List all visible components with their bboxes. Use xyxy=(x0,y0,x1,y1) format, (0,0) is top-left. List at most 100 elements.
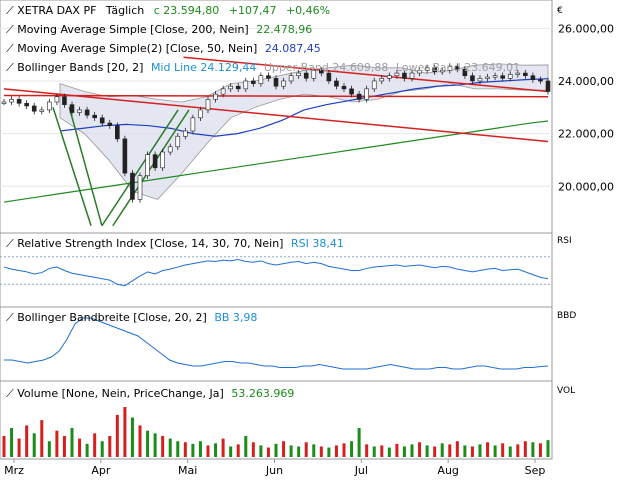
candle-body xyxy=(39,109,45,112)
candle-body xyxy=(288,75,294,82)
bbw-value: BB 3,98 xyxy=(214,311,257,324)
candle-body xyxy=(523,72,528,77)
x-tick-label: Apr xyxy=(91,464,111,477)
candle-body xyxy=(311,70,317,79)
volume-bar xyxy=(93,433,97,457)
sma200-value: 22.478,96 xyxy=(256,23,312,36)
candle-body xyxy=(183,130,188,137)
volume-bar xyxy=(418,442,422,457)
legend-symbol: ⟋ xyxy=(6,311,14,324)
volume-bar xyxy=(365,444,369,457)
volume-bar xyxy=(372,446,376,457)
x-tick-label: Mai xyxy=(178,464,197,477)
volume-bar xyxy=(2,435,6,457)
volume-bar xyxy=(433,446,437,457)
volume-bar xyxy=(304,442,308,457)
change-abs: +107,47 xyxy=(229,4,277,17)
bb-upper-label: Upper Band 24.609,88 xyxy=(264,61,389,74)
candle-body xyxy=(432,67,437,73)
candle-body xyxy=(507,74,513,79)
candle-body xyxy=(167,146,173,153)
volume-bar xyxy=(463,445,467,457)
candle-body xyxy=(334,80,339,87)
volume-bar xyxy=(531,442,535,457)
candle-body xyxy=(77,109,82,113)
volume-bar xyxy=(10,428,14,457)
volume-plot-area xyxy=(2,407,550,457)
volume-bar xyxy=(25,425,29,457)
volume-bar xyxy=(289,445,293,457)
volume-bar xyxy=(448,444,452,457)
candle-body xyxy=(130,172,135,200)
volume-legend: ⟋ Volume [None, Nein, PriceChange, Ja] 5… xyxy=(6,387,294,400)
volume-bar xyxy=(486,442,490,457)
trend-line xyxy=(68,107,103,226)
trend-line xyxy=(101,109,179,227)
y-tick-label: 26.000,00 xyxy=(558,22,614,35)
candle-body xyxy=(145,154,150,177)
candle-body xyxy=(281,80,286,87)
volume-bar xyxy=(282,441,286,457)
volume-bar xyxy=(123,407,127,457)
volume-bar xyxy=(259,445,263,457)
candle-body xyxy=(424,67,430,71)
candle-body xyxy=(137,175,143,200)
candle-body xyxy=(326,72,332,82)
currency-label: € xyxy=(557,6,563,16)
candle-body xyxy=(470,75,475,82)
volume-bar xyxy=(108,435,112,457)
candle-body xyxy=(235,85,241,90)
volume-bar xyxy=(168,438,172,457)
y-axis-ticks: 26.000,00 24.000,00 22.000,00 20.000,00 xyxy=(558,22,614,193)
candle-body xyxy=(538,79,543,82)
candle-body xyxy=(115,125,120,140)
candle-body xyxy=(349,88,354,95)
trend-line xyxy=(183,56,549,93)
candle-body xyxy=(62,96,67,105)
x-tick-label: Jun xyxy=(265,464,283,477)
volume-axis-label: VOL xyxy=(557,386,575,396)
candle-body xyxy=(500,75,505,79)
candle-body xyxy=(492,75,498,78)
candle-body xyxy=(198,109,203,119)
volume-bar xyxy=(153,433,157,457)
candle-body xyxy=(47,101,52,111)
x-tick-label: Mrz xyxy=(4,464,24,477)
change-pct: +0,46% xyxy=(286,4,330,17)
candle-body xyxy=(371,80,377,90)
candle-body xyxy=(228,85,233,90)
candle-body xyxy=(341,85,347,90)
volume-bar xyxy=(350,441,354,457)
candle-body xyxy=(152,154,158,169)
candle-body xyxy=(213,93,218,100)
x-axis-labels: Mrz Apr Mai Jun Jul Aug Sep xyxy=(4,459,545,477)
rsi-plot-area xyxy=(0,256,552,287)
rsi-axis-label: RSI xyxy=(557,236,572,246)
volume-bar xyxy=(146,430,150,457)
rsi-value: RSI 38,41 xyxy=(291,237,344,250)
candle-body xyxy=(402,72,407,79)
volume-bar xyxy=(470,446,474,457)
candle-body xyxy=(319,70,324,74)
bbw-title: Bollinger Bandbreite [Close, 20, 2] xyxy=(17,311,207,324)
trend-line xyxy=(112,109,190,227)
x-tick-label: Sep xyxy=(525,464,546,477)
trend-line xyxy=(52,107,92,226)
volume-bar xyxy=(319,446,323,457)
candle-body xyxy=(258,75,264,84)
bb-label: Bollinger Bands [20, 2] xyxy=(17,61,143,74)
legend-symbol: ⟋ xyxy=(6,23,14,36)
volume-bar xyxy=(206,445,210,457)
volume-bar xyxy=(508,446,512,457)
candle-body xyxy=(447,66,453,71)
volume-bar xyxy=(229,446,233,457)
candle-body xyxy=(251,80,256,84)
volume-bar xyxy=(244,435,248,457)
candle-body xyxy=(16,99,22,104)
volume-bar xyxy=(138,425,142,457)
svg-text:⟋ Moving Average Simpl: ⟋ Moving Average Simple [Close, 200, Nei… xyxy=(6,23,312,36)
volume-bar xyxy=(334,445,338,457)
candle-body xyxy=(462,68,468,77)
volume-bar xyxy=(191,443,195,457)
